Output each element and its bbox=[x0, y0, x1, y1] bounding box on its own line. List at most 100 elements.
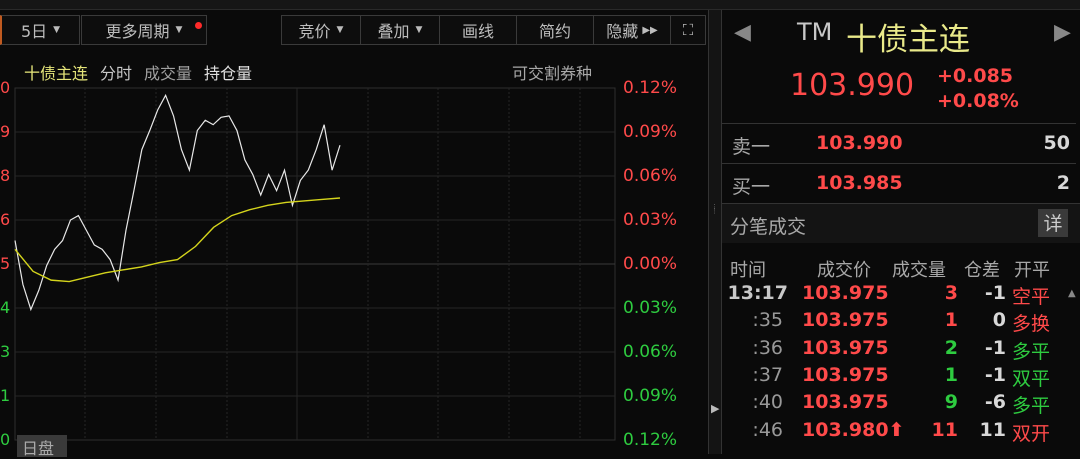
tick-time: :40 bbox=[752, 391, 783, 414]
price-axis-label: 9 bbox=[0, 122, 11, 141]
pct-axis-label: 0.06% bbox=[623, 342, 678, 362]
col-type: 开平 bbox=[1014, 260, 1050, 281]
legend-volume[interactable]: 成交量 bbox=[144, 64, 193, 83]
ask-row: 卖一 103.990 50 bbox=[722, 123, 1076, 163]
tick-row: 13:17 103.975 3 -1 空平 bbox=[722, 282, 1080, 309]
price-line bbox=[14, 93, 341, 312]
tick-oi-change: -1 bbox=[984, 336, 1006, 359]
scroll-up-icon[interactable]: ▲ bbox=[1068, 288, 1076, 299]
caret-down-icon: ▼ bbox=[53, 25, 61, 35]
legend-open-interest[interactable]: 持仓量 bbox=[204, 64, 253, 83]
more-periods-dropdown[interactable]: 更多周期 ▼ bbox=[81, 15, 207, 45]
price-axis-label: 0 bbox=[0, 78, 11, 97]
tick-time: :35 bbox=[752, 309, 783, 332]
tick-type: 多平 bbox=[1012, 395, 1051, 418]
tick-type: 空平 bbox=[1012, 286, 1051, 308]
hide-button[interactable]: 隐藏 ▶▶ bbox=[593, 15, 671, 45]
chart-legend: 十债主连 分时 成交量 持仓量 bbox=[24, 60, 252, 84]
bid-volume: 2 bbox=[1056, 172, 1070, 194]
drag-handle-icon[interactable]: ⋮ ⋮ bbox=[711, 203, 718, 215]
next-contract-arrow-icon[interactable]: ▶ bbox=[1054, 20, 1071, 45]
average-line bbox=[14, 197, 341, 283]
notification-dot-icon bbox=[195, 22, 202, 29]
ask-label: 卖一 bbox=[732, 136, 771, 158]
tick-type: 多平 bbox=[1012, 340, 1051, 363]
price-axis-label: 3 bbox=[0, 342, 11, 361]
expand-icon: ⛶ bbox=[682, 21, 694, 39]
collapse-arrow-icon[interactable]: ▶ bbox=[711, 402, 720, 415]
intraday-chart bbox=[14, 87, 616, 441]
period-5day-dropdown[interactable]: 5日 ▼ bbox=[0, 15, 80, 45]
tick-oi-change: 11 bbox=[979, 418, 1006, 441]
hide-label: 隐藏 bbox=[606, 22, 639, 41]
deliverable-bonds-link[interactable]: 可交割券种 bbox=[512, 64, 593, 83]
caret-down-icon: ▼ bbox=[415, 25, 423, 35]
col-volume: 成交量 bbox=[892, 260, 946, 281]
tick-volume: 1 bbox=[944, 309, 958, 332]
more-periods-label: 更多周期 bbox=[105, 22, 170, 41]
ticks-title: 分笔成交 bbox=[730, 216, 807, 238]
tick-time: :46 bbox=[752, 418, 783, 441]
tick-volume: 3 bbox=[944, 282, 958, 304]
prev-contract-arrow-icon[interactable]: ◀ bbox=[734, 20, 751, 45]
col-oi-change: 仓差 bbox=[964, 260, 1000, 281]
bid-label: 买一 bbox=[732, 176, 771, 198]
tick-row: :37 103.975 1 -1 双平 bbox=[722, 364, 1080, 391]
tick-row: :46 103.980⬆ 11 11 双开 bbox=[722, 419, 1080, 446]
tick-volume: 1 bbox=[944, 363, 958, 386]
ask-price: 103.990 bbox=[816, 132, 903, 154]
tick-price: 103.975 bbox=[802, 309, 889, 332]
tick-row: :36 103.975 2 -1 多平 bbox=[722, 337, 1080, 364]
fullscreen-button[interactable]: ⛶ bbox=[670, 15, 706, 45]
auction-label: 竞价 bbox=[298, 22, 331, 41]
col-price: 成交价 bbox=[817, 260, 871, 281]
price-axis-label: 6 bbox=[0, 210, 11, 229]
price-axis-label: 1 bbox=[0, 386, 11, 405]
tick-time: 13:17 bbox=[727, 282, 788, 304]
price-axis-label: 8 bbox=[0, 166, 11, 185]
tick-volume: 11 bbox=[931, 418, 958, 441]
tick-type: 双平 bbox=[1012, 367, 1051, 390]
tick-type: 多换 bbox=[1012, 313, 1051, 336]
price-axis-label: 4 bbox=[0, 298, 11, 317]
contract-name: 十债主连 bbox=[846, 22, 970, 58]
last-price: 103.990 bbox=[790, 68, 915, 103]
ticks-detail-button[interactable]: 详 bbox=[1038, 209, 1068, 237]
caret-down-icon: ▼ bbox=[336, 25, 344, 35]
tick-price: 103.975 bbox=[802, 282, 889, 304]
tick-time: :36 bbox=[752, 336, 783, 359]
tick-price: 103.975 bbox=[802, 391, 889, 414]
draw-button[interactable]: 画线 bbox=[439, 15, 517, 45]
price-change-pct: +0.08% bbox=[937, 90, 1019, 112]
tick-row: :35 103.975 1 0 多换 bbox=[722, 309, 1080, 336]
legend-name: 十债主连 bbox=[24, 64, 89, 83]
pct-axis-label: 0.00% bbox=[623, 254, 678, 274]
price-axis-label: 0 bbox=[0, 430, 11, 449]
pct-axis-label: 0.09% bbox=[623, 386, 678, 406]
ticks-header-bar: 分笔成交 详 bbox=[722, 203, 1080, 243]
simple-button[interactable]: 简约 bbox=[516, 15, 594, 45]
pct-axis-label: 0.03% bbox=[623, 210, 678, 230]
pct-axis-label: 0.12% bbox=[623, 430, 678, 450]
tick-volume: 9 bbox=[944, 391, 958, 414]
tick-oi-change: -1 bbox=[984, 282, 1006, 304]
price-axis-label: 5 bbox=[0, 254, 11, 273]
tick-oi-change: -1 bbox=[984, 363, 1006, 386]
quote-panel: ◀ ▶ TM 十债主连 103.990 +0.085 +0.08% 卖一 103… bbox=[722, 10, 1080, 454]
double-arrow-right-icon: ▶▶ bbox=[642, 24, 658, 36]
top-strip bbox=[0, 0, 1080, 10]
tick-price: 103.975 bbox=[802, 363, 889, 386]
pct-axis-label: 0.06% bbox=[623, 166, 678, 186]
price-change: +0.085 bbox=[937, 65, 1014, 87]
legend-timeshare[interactable]: 分时 bbox=[100, 64, 133, 83]
col-time: 时间 bbox=[730, 260, 766, 281]
tick-oi-change: 0 bbox=[992, 309, 1006, 332]
bid-price: 103.985 bbox=[816, 172, 903, 194]
panel-divider[interactable]: ⋮ ⋮ ▶ bbox=[708, 10, 722, 454]
ask-volume: 50 bbox=[1043, 132, 1070, 154]
pct-axis-label: 0.09% bbox=[623, 122, 678, 142]
overlay-label: 叠加 bbox=[377, 22, 410, 41]
pct-axis-label: 0.12% bbox=[623, 78, 678, 98]
day-session-tag[interactable]: 日盘 bbox=[17, 435, 67, 458]
period-label: 5日 bbox=[20, 22, 48, 41]
